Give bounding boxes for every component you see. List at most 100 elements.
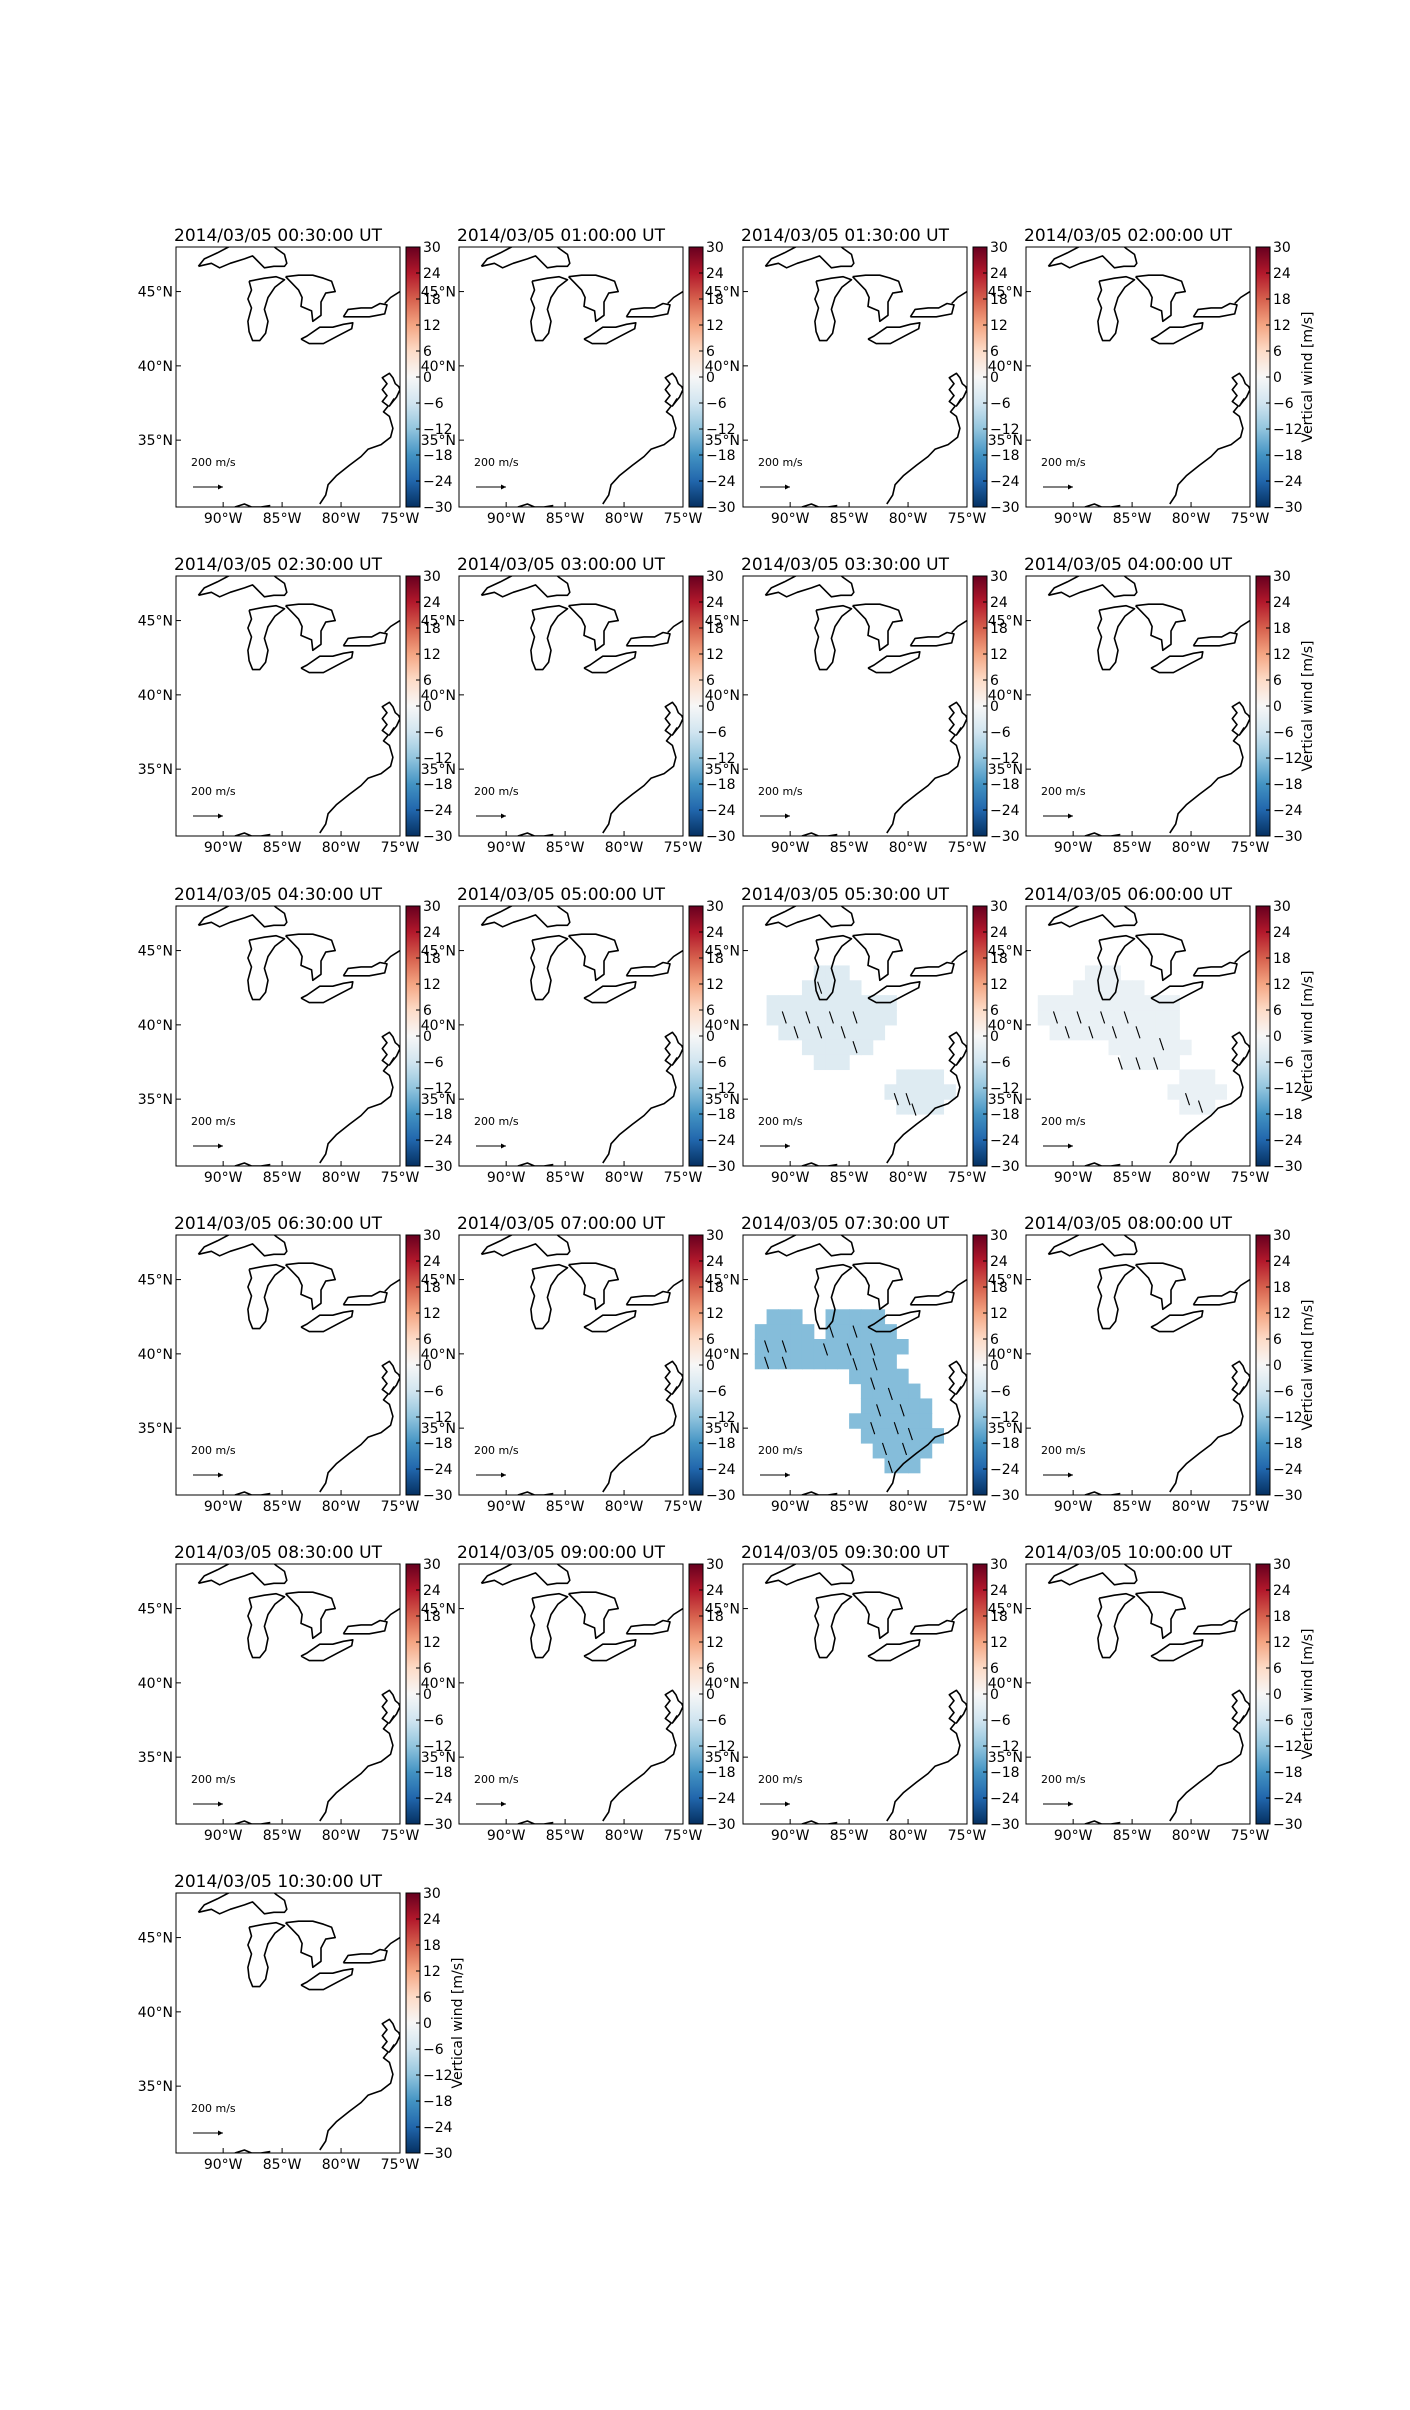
lon-tick-label: 85°W: [546, 1828, 585, 1844]
heatmap-cell: [860, 1368, 874, 1385]
heatmap-cell: [919, 1398, 933, 1414]
heatmap-cell: [778, 1309, 791, 1325]
colorbar-tick-label: 18: [423, 1280, 441, 1296]
panel-title: 2014/03/05 06:00:00 UT: [1024, 885, 1233, 905]
panel-title: 2014/03/05 00:30:00 UT: [174, 226, 383, 246]
lon-tick-label: 90°W: [204, 511, 243, 527]
lat-tick-label: 40°N: [705, 1018, 740, 1034]
colorbar-tick-label: 12: [990, 977, 1008, 993]
heatmap-cell: [1132, 995, 1145, 1011]
heatmap-cell: [1132, 980, 1145, 996]
colorbar-tick-label: −24: [423, 474, 453, 490]
heatmap-cell: [884, 1428, 897, 1444]
colorbar-tick-label: −12: [423, 751, 453, 767]
colorbar-tick-label: −30: [423, 2146, 453, 2162]
coastline: [480, 1235, 571, 1257]
heatmap-cell: [754, 1339, 768, 1355]
map-frame: [742, 1234, 968, 1496]
lat-tick-label: 45°N: [705, 944, 740, 960]
heatmap-cell: [896, 1099, 909, 1115]
lat-tick-label: 40°N: [421, 1347, 456, 1363]
coastline: [602, 1689, 683, 1822]
colorbar-tick-label: 0: [706, 1687, 715, 1703]
coastline: [384, 290, 400, 305]
colorbar-tick-label: 18: [706, 1280, 724, 1296]
lon-tick-label: 90°W: [1054, 840, 1093, 856]
coastline: [1192, 631, 1238, 647]
heatmap-cell: [872, 1339, 886, 1355]
heatmap-cell: [813, 995, 827, 1011]
colorbar-tick-label: 24: [1273, 1254, 1291, 1270]
lat-tick-label: 45°N: [138, 1602, 173, 1618]
colorbar-tick-label: −12: [990, 422, 1020, 438]
coastline: [667, 1607, 683, 1622]
coastline: [602, 1360, 683, 1493]
colorbar-tick-label: 24: [706, 266, 724, 282]
heatmap-cell: [884, 1457, 897, 1474]
arrow-key-label: 200 m/s: [758, 456, 803, 469]
colorbar-tick-label: 24: [706, 595, 724, 611]
lon-tick-label: 85°W: [830, 1828, 869, 1844]
lat-tick-label: 45°N: [138, 1931, 173, 1947]
colorbar-tick-label: −24: [423, 1133, 453, 1149]
heatmap-cell: [919, 1069, 933, 1085]
map-frame: [458, 905, 684, 1167]
colorbar-tick-label: 12: [1273, 977, 1291, 993]
heatmap-cell: [872, 1383, 886, 1400]
colorbar-tick-label: −24: [990, 803, 1020, 819]
heatmap-cell: [754, 1353, 768, 1370]
colorbar-tick-label: −6: [1273, 396, 1294, 412]
panel-title: 2014/03/05 03:00:00 UT: [457, 555, 666, 575]
coastline: [247, 604, 286, 671]
lon-tick-label: 90°W: [771, 511, 810, 527]
coastline: [667, 1278, 683, 1293]
coastline: [480, 247, 571, 269]
coastline: [852, 1591, 903, 1640]
coastline: [583, 1639, 637, 1662]
coastline: [247, 1592, 286, 1659]
colorbar-tick-label: 12: [706, 318, 724, 334]
lat-tick-label: 40°N: [421, 688, 456, 704]
heatmap-cell: [825, 1039, 838, 1056]
lon-tick-label: 90°W: [487, 1828, 526, 1844]
colorbar-tick-label: 6: [1273, 1003, 1282, 1019]
colorbar-tick-label: 6: [423, 344, 432, 360]
arrow-key-label: 200 m/s: [758, 785, 803, 798]
coastline: [384, 1936, 400, 1951]
coastline: [1097, 1263, 1136, 1330]
colorbar-tick-label: 24: [423, 266, 441, 282]
coastline: [384, 619, 400, 634]
coastline: [530, 1263, 569, 1330]
lat-tick-label: 45°N: [988, 1602, 1023, 1618]
colorbar-tick-label: −6: [423, 396, 444, 412]
colorbar-tick-label: −6: [1273, 1055, 1294, 1071]
map-area: [1037, 906, 1250, 1166]
coastline: [867, 651, 921, 674]
colorbar-tick-label: −18: [706, 1107, 736, 1123]
colorbar-tick-label: 6: [423, 1332, 432, 1348]
colorbar-tick-label: 24: [990, 1254, 1008, 1270]
map-frame: [1025, 1563, 1251, 1825]
wind-vector: [1135, 1026, 1141, 1039]
map-frame: [175, 1563, 401, 1825]
wind-vector: [893, 1092, 899, 1106]
coastline: [1192, 302, 1238, 318]
panel-title: 2014/03/05 09:30:00 UT: [741, 1543, 950, 1563]
lon-tick-label: 75°W: [1231, 511, 1270, 527]
heatmap-cell: [837, 1309, 850, 1325]
heatmap-cell: [1061, 995, 1074, 1011]
arrow-key-head: [785, 484, 790, 490]
colorbar-tick-label: 6: [990, 673, 999, 689]
colorbar-tick-label: −12: [423, 2068, 453, 2084]
colorbar-tick-label: 18: [1273, 292, 1291, 308]
heatmap-cell: [801, 1039, 815, 1056]
colorbar-tick-label: −18: [990, 777, 1020, 793]
lat-tick-label: 45°N: [421, 1273, 456, 1289]
colorbar-tick-label: 0: [423, 699, 432, 715]
heatmap-cell: [837, 1324, 850, 1340]
colorbar-tick-label: −24: [1273, 1133, 1303, 1149]
lat-tick-label: 45°N: [705, 285, 740, 301]
arrow-key-label: 200 m/s: [758, 1115, 803, 1128]
colorbar-tick-label: −30: [1273, 500, 1303, 516]
coastline: [285, 603, 336, 652]
